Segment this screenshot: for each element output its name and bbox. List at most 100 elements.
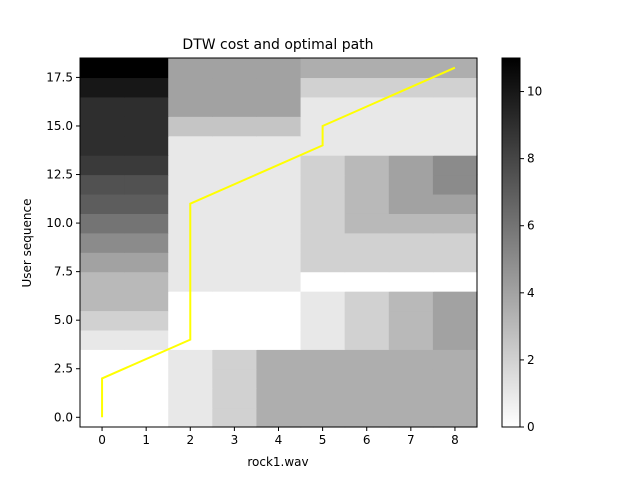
heatmap-cell [388,291,434,312]
colorbar-tick-label: 2 [527,353,535,367]
optimal-path-line [101,66,456,418]
heatmap-cell [344,310,390,331]
heatmap-cell [80,407,125,428]
heatmap-cell [432,174,478,195]
heatmap-cell [212,349,258,370]
heatmap-cell [300,291,346,312]
heatmap-cell [300,155,346,176]
y-tick-label: 0.0 [54,410,73,424]
heatmap-cell [432,116,478,137]
heatmap-cell [168,77,213,98]
heatmap-cell [432,135,478,156]
heatmap-cell [212,58,258,79]
heatmap-cell [300,252,346,273]
colorbar-axis: 0 2 4 6 8 10 [520,85,542,434]
heatmap-cell [80,174,125,195]
heatmap-cell [432,349,478,370]
heatmap-cell [300,407,346,428]
heatmap-cell [80,271,125,292]
heatmap-cell [388,388,434,409]
heatmap-cell [432,388,478,409]
y-axis: 0.0 2.5 5.0 7.5 10.0 12.5 15.0 17.5 [46,70,80,424]
heatmap-cell [80,155,125,176]
heatmap-cell [300,193,346,214]
heatmap-cell [124,135,169,156]
heatmap-cell [432,213,478,234]
heatmap-cell [344,155,390,176]
heatmap-cell [344,135,390,156]
heatmap-cell [124,310,169,331]
y-tick-label: 10.0 [46,216,73,230]
x-tick-label: 3 [231,433,239,447]
heatmap-cell [256,368,302,389]
heatmap-cell [344,77,390,98]
heatmap-cell [80,96,125,117]
heatmap-cell [80,291,125,312]
heatmap-cell [388,407,434,428]
heatmap-cell [256,232,302,253]
heatmap-cell [344,193,390,214]
y-tick-label: 7.5 [54,265,73,279]
heatmap-cell [80,349,125,370]
heatmap-cell [212,368,258,389]
heatmap-cell [256,310,302,331]
heatmap-cell [388,271,434,292]
heatmap-cell [124,58,169,79]
heatmap-cell [124,116,169,137]
heatmap-cell [80,232,125,253]
heatmap-cell [344,232,390,253]
heatmap-cell [388,58,434,79]
heatmap-cell [388,174,434,195]
heatmap-cell [212,291,258,312]
heatmap-cell [124,96,169,117]
heatmap-cell [344,407,390,428]
heatmap-cell [300,271,346,292]
heatmap-cell [124,174,169,195]
heatmap-cell [168,155,213,176]
heatmap-cell [212,77,258,98]
colorbar-tick-label: 8 [527,152,535,166]
heatmap-cell [388,349,434,370]
heatmap-cell [124,252,169,273]
x-tick-label: 2 [186,433,194,447]
chart-title: DTW cost and optimal path [182,37,373,53]
heatmap-cell [124,193,169,214]
y-tick-label: 17.5 [46,70,73,84]
heatmap-cell [80,135,125,156]
heatmap-cell [300,388,346,409]
colorbar-tick-label: 10 [527,85,542,99]
heatmap-cell [300,174,346,195]
heatmap-cell [80,116,125,137]
heatmap-cell [124,329,169,350]
heatmap-cell [168,368,213,389]
heatmap-cell [256,388,302,409]
heatmap-cell [212,252,258,273]
heatmap-cell [212,213,258,234]
heatmap-cell [388,213,434,234]
heatmap-cell [300,368,346,389]
heatmap-cell [212,407,258,428]
heatmap-cell [388,135,434,156]
heatmap-cell [344,271,390,292]
heatmap-cell [256,213,302,234]
heatmap-cell [212,193,258,214]
heatmap-cell [212,96,258,117]
heatmap-cell [300,329,346,350]
heatmap-cell [168,349,213,370]
heatmap-cell [256,174,302,195]
heatmap-cell [124,291,169,312]
heatmap-cell [212,135,258,156]
heatmap-cell [256,77,302,98]
heatmap-cell [300,349,346,370]
y-tick-label: 15.0 [46,119,73,133]
x-tick-label: 8 [451,433,459,447]
y-tick-label: 2.5 [54,362,73,376]
heatmap-cell [168,96,213,117]
x-tick-label: 1 [142,433,150,447]
heatmap-cell [124,271,169,292]
x-tick-label: 0 [98,433,106,447]
heatmap-cell [388,116,434,137]
heatmap-cell [80,77,125,98]
y-axis-label: User sequence [20,199,34,288]
heatmap-cell [432,232,478,253]
